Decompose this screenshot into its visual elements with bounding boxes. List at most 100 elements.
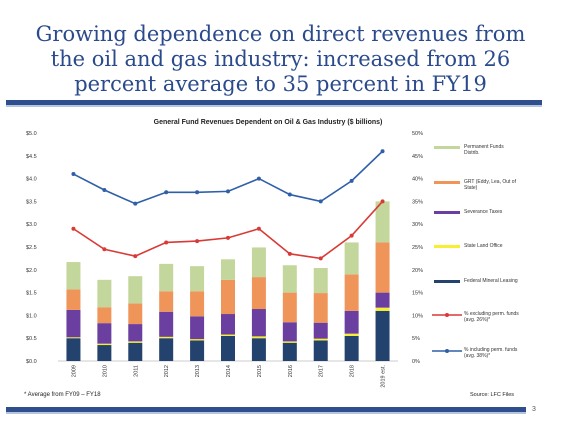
bar-segment [97,343,112,346]
bar-segment [375,201,390,243]
series-point [380,149,385,154]
bar-segment [190,266,205,292]
bar-segment [97,279,112,308]
bar-segment [282,322,297,342]
bar-segment [66,262,81,290]
bar-segment [190,339,205,341]
chart-title: General Fund Revenues Dependent on Oil &… [154,119,383,126]
series-point [287,192,292,197]
bar-segment [159,336,174,339]
percent-lines [71,149,385,261]
left-tick-label: $2.0 [26,268,37,274]
x-axis-labels: 2009 2010 2011 2012 2013 2014 2015 2016 2017 2018… [71,365,386,388]
source-note: Source: LFC Files [470,392,514,398]
series-point [195,239,200,244]
footnote: * Average from FY09 – FY18 [24,392,101,398]
stacked-bars [66,201,390,361]
bar-segment [344,274,359,311]
series-point [195,190,200,195]
bar-segment [313,293,328,323]
bar-segment [251,277,266,310]
series-line [73,150,384,205]
bar-segment [221,314,235,335]
right-tick-label: 5% [412,336,420,342]
series-point [256,226,261,231]
x-tick-label: 2017 [319,365,325,377]
series-point [226,235,230,240]
bar-segment [128,342,143,361]
legend-label: Severance Taxes [464,209,503,215]
series-point [380,199,385,204]
right-tick-label: 25% [412,245,423,251]
legend-marker [445,349,449,353]
bar-segment [344,333,359,336]
bar-segment [282,341,297,343]
footer-divider-shadow [6,412,526,414]
bar-segment [375,310,390,361]
footer-divider [6,407,526,412]
bar-segment [282,292,297,323]
legend-label: % including perm. funds [464,347,518,353]
x-tick-label: 2018 [350,365,356,377]
x-tick-label: 2015 [257,365,263,377]
bar-segment [344,335,359,361]
left-tick-label: $2.5 [26,245,37,251]
title-divider-shadow [6,105,542,107]
series-point [102,188,107,192]
right-axis: 0% 5% 10% 15% 20% 25% 30% 35% 40% 45% 50% [412,131,423,365]
legend-swatch [434,181,460,184]
bar-segment [66,309,81,338]
left-tick-label: $5.0 [26,131,37,137]
x-tick-label: 2019 est. [381,365,387,388]
left-tick-label: $1.5 [26,291,37,297]
x-tick-label: 2014 [226,365,232,377]
bar-segment [221,279,235,315]
bar-segment [190,316,205,340]
slide-title-line-3: percent average to 35 percent in FY19 [74,72,487,96]
x-tick-label: 2013 [195,365,201,377]
x-tick-label: 2012 [164,365,170,377]
bar-segment [128,303,143,325]
bar-segment [313,267,328,294]
bar-segment [313,338,328,341]
bar-segment [344,242,359,275]
bar-segment [97,323,112,344]
left-tick-label: $0.0 [26,359,37,365]
right-tick-label: 50% [412,131,423,137]
bar-segment [128,276,143,304]
bar-segment [221,259,235,280]
series-line [73,200,384,260]
bar-segment [251,336,266,339]
legend-label: Permanent Funds [464,144,504,150]
bar-segment [344,310,359,334]
legend-label: Distrib. [464,150,480,156]
page-number: 3 [532,406,536,413]
left-axis: $0.0 $0.5 $1.0 $1.5 $2.0 $2.5 $3.0 $3.5 $4.0 $4.5… [26,131,398,365]
series-point [133,201,138,206]
right-tick-label: 0% [412,359,420,365]
slide-title-line-1: Growing dependence on direct revenues fr… [35,22,526,46]
slide-title-line-2: the oil and gas industry: increased from… [50,47,511,71]
bar-segment [375,307,390,311]
legend-label: (avg. 38%)* [464,353,490,359]
series-point [287,251,292,256]
left-tick-label: $1.0 [26,313,37,319]
bar-segment [251,309,266,337]
left-tick-label: $3.0 [26,222,37,228]
bar-segment [190,291,205,317]
legend-swatch [434,245,460,248]
series-point [102,247,107,252]
left-tick-label: $4.0 [26,177,37,183]
right-tick-label: 30% [412,222,423,228]
series-point [349,178,354,183]
legend-marker [445,313,449,317]
x-tick-label: 2016 [288,365,294,377]
series-point [256,176,261,181]
series-point [164,190,169,195]
x-tick-label: 2011 [133,365,139,377]
legend-label: (avg. 26%)* [464,317,490,323]
series-point [164,240,169,245]
bar-segment [97,307,112,324]
bar-segment [375,292,390,308]
